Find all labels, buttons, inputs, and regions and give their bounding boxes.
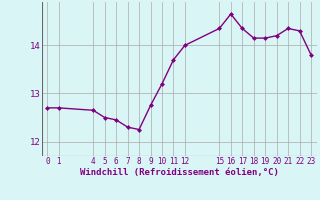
X-axis label: Windchill (Refroidissement éolien,°C): Windchill (Refroidissement éolien,°C) [80, 168, 279, 177]
